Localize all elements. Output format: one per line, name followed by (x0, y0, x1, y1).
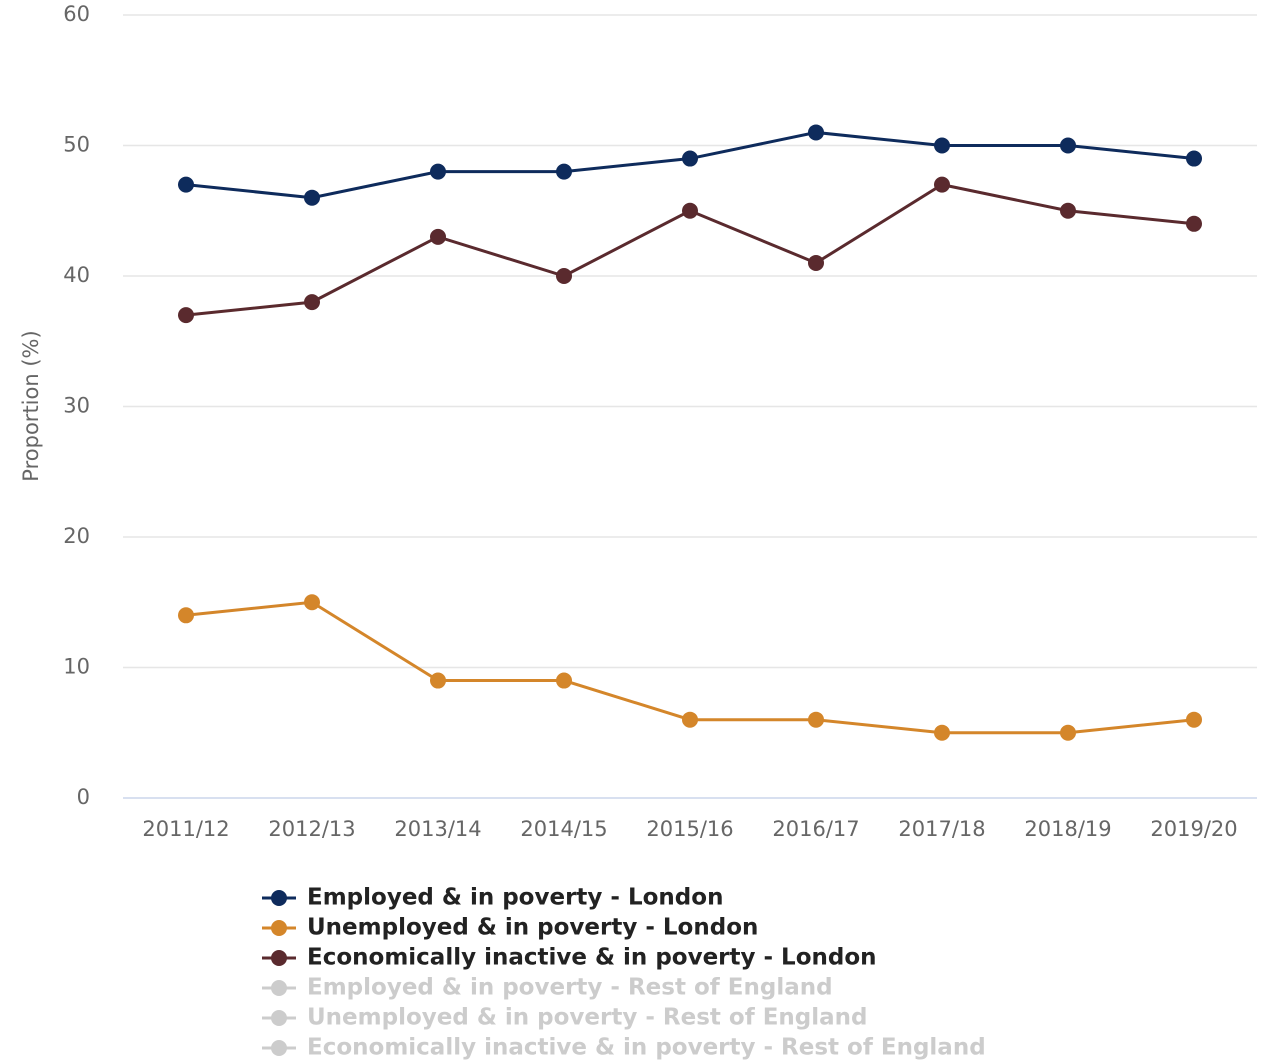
y-tick-label: 30 (63, 394, 90, 418)
legend-label[interactable]: Unemployed & in poverty - London (307, 915, 758, 941)
point (1186, 150, 1202, 167)
y-tick-label: 10 (63, 655, 90, 679)
point (178, 176, 194, 193)
legend-label[interactable]: Unemployed & in poverty - Rest of Englan… (307, 1005, 868, 1031)
legend-symbol (271, 1010, 287, 1026)
y-tick-label: 50 (63, 133, 90, 157)
point (178, 607, 194, 624)
x-tick-label: 2011/12 (142, 817, 229, 841)
x-tick-label: 2019/20 (1150, 817, 1237, 841)
point (808, 254, 824, 271)
point (1060, 724, 1076, 741)
point (430, 672, 446, 689)
x-tick-label: 2015/16 (646, 817, 733, 841)
point (304, 294, 320, 311)
y-tick-label: 40 (63, 263, 90, 287)
x-tick-label: 2017/18 (898, 817, 985, 841)
point (682, 150, 698, 167)
point (1060, 202, 1076, 219)
y-tick-label: 0 (77, 785, 90, 809)
legend-symbol (271, 980, 287, 996)
y-axis-label: Proportion (%) (19, 330, 43, 481)
point (808, 711, 824, 728)
y-tick-label: 60 (63, 2, 90, 26)
x-tick-label: 2013/14 (394, 817, 481, 841)
point (304, 594, 320, 611)
point (304, 189, 320, 206)
point (934, 724, 950, 741)
point (430, 163, 446, 180)
point (430, 228, 446, 245)
point (1186, 711, 1202, 728)
legend-symbol (271, 1040, 287, 1056)
legend-symbol (271, 890, 287, 906)
x-tick-label: 2016/17 (772, 817, 859, 841)
point (934, 137, 950, 154)
legend-symbol (271, 920, 287, 936)
point (1060, 137, 1076, 154)
legend-label[interactable]: Employed & in poverty - Rest of England (307, 975, 833, 1001)
point (178, 307, 194, 324)
point (682, 202, 698, 219)
point (556, 672, 572, 689)
legend-label[interactable]: Economically inactive & in poverty - Res… (307, 1035, 986, 1061)
point (682, 711, 698, 728)
point (934, 176, 950, 193)
point (808, 124, 824, 141)
point (556, 163, 572, 180)
point (556, 268, 572, 284)
point (1186, 215, 1202, 232)
x-tick-label: 2014/15 (520, 817, 607, 841)
legend-symbol (271, 950, 287, 966)
y-tick-label: 20 (63, 524, 90, 548)
legend-label[interactable]: Economically inactive & in poverty - Lon… (307, 945, 877, 971)
legend-label[interactable]: Employed & in poverty - London (307, 885, 723, 911)
x-tick-label: 2018/19 (1024, 817, 1111, 841)
x-tick-label: 2012/13 (268, 817, 355, 841)
